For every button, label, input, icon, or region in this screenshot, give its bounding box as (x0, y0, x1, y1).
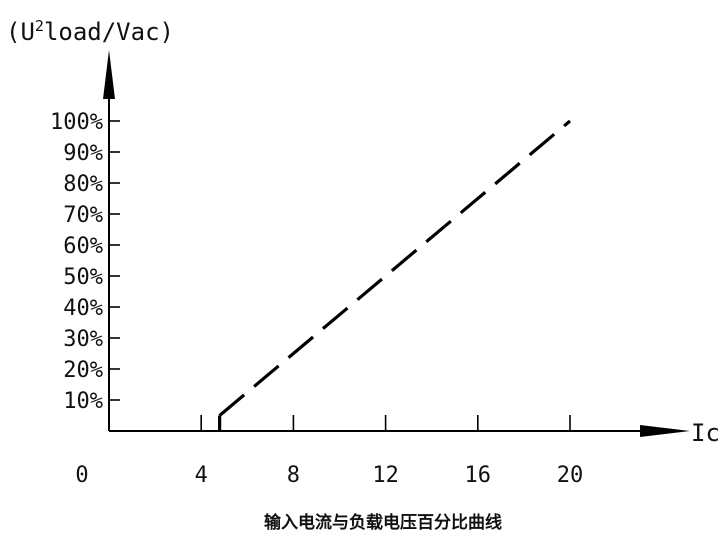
x-tick-label: 16 (465, 463, 492, 488)
x-tick-label: 4 (195, 463, 208, 488)
chart-caption: 输入电流与负载电压百分比曲线 (264, 512, 502, 533)
y-axis-arrow (103, 50, 115, 99)
y-tick-label: 10% (63, 389, 103, 414)
y-tick-label: 30% (63, 327, 103, 352)
y-tick-label: 70% (63, 203, 103, 228)
y-tick-label: 50% (63, 265, 103, 290)
y-tick-label: 60% (63, 234, 103, 259)
x-tick-label: 8 (287, 463, 300, 488)
x-axis-title: Ic(mA) (691, 419, 722, 447)
y-tick-label: 90% (63, 141, 103, 166)
y-tick-label: 40% (63, 296, 103, 321)
series-dashed-line (218, 119, 572, 417)
x-tick-label: 12 (372, 463, 399, 488)
x-tick-label: 20 (557, 463, 584, 488)
y-tick-label: 100% (50, 110, 103, 135)
y-ticks: 10% 20% 30% 40% 50% 60% 70% 80% 90% 100% (50, 110, 120, 414)
series (218, 119, 572, 431)
y-tick-label: 80% (63, 172, 103, 197)
x-axis-arrow (640, 425, 690, 437)
x-ticks: 0 4 8 12 16 20 (75, 415, 583, 488)
y-axis-title: (U2load/Vac) (6, 17, 174, 46)
y-tick-label: 20% (63, 358, 103, 383)
x-tick-label: 0 (75, 463, 88, 488)
